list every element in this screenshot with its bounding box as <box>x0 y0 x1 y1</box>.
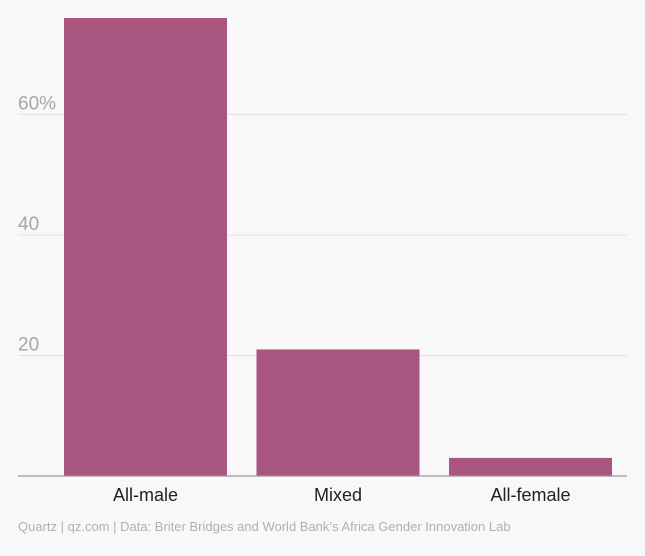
bar-all-female <box>449 457 612 476</box>
x-category-label: All-female <box>490 485 570 505</box>
source-note: Quartz | qz.com | Data: Briter Bridges a… <box>18 519 511 534</box>
x-category-labels: All-male Mixed All-female <box>113 485 571 505</box>
y-tick-label: 60% <box>18 93 56 114</box>
bar-all-male <box>64 18 227 476</box>
x-category-label: Mixed <box>314 485 362 505</box>
x-category-label: All-male <box>113 485 178 505</box>
y-tick-label: 40 <box>18 214 39 235</box>
y-tick-label: 20 <box>18 334 39 355</box>
y-tick-labels: 20 40 60% <box>18 93 56 355</box>
bars <box>64 18 612 476</box>
bar-chart: 20 40 60% All-male Mixed All-female <box>18 18 627 505</box>
bar-mixed <box>256 349 420 476</box>
